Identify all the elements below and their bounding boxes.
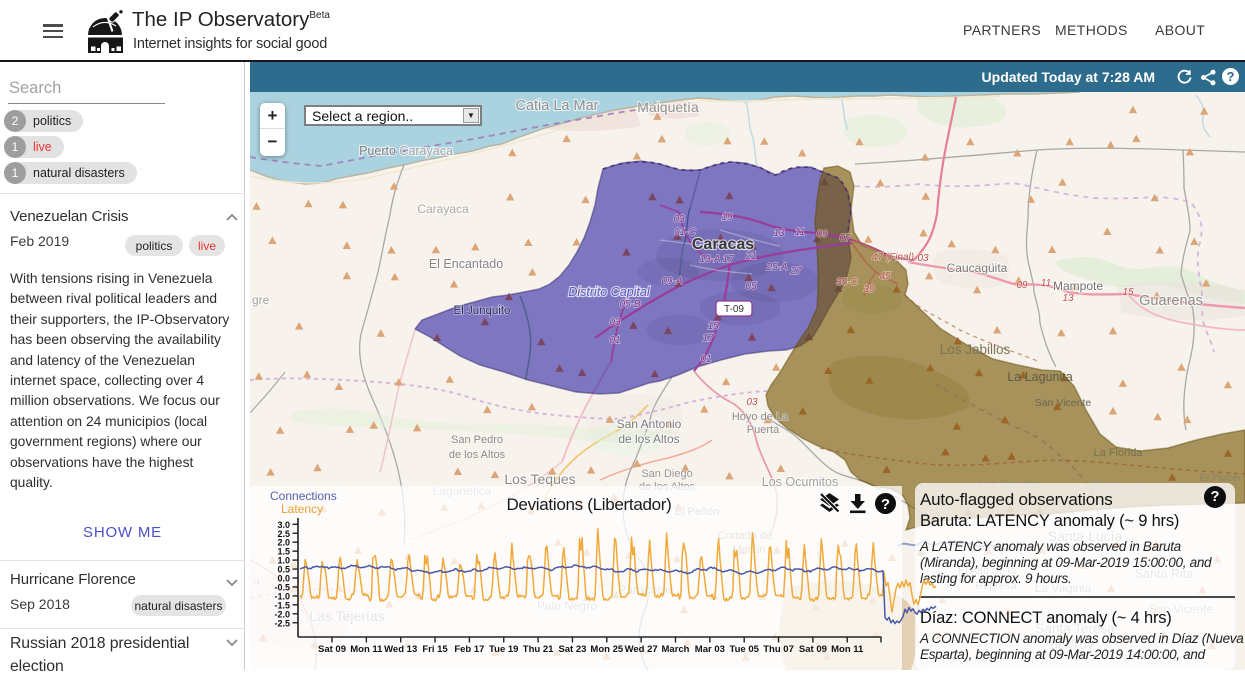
svg-text:T-09: T-09 <box>724 304 744 315</box>
svg-text:San Pedro: San Pedro <box>451 434 503 446</box>
svg-text:35-C: 35-C <box>836 277 858 288</box>
svg-text:45: 45 <box>879 271 891 282</box>
svg-text:03: 03 <box>673 214 685 225</box>
svg-text:de los Altos: de los Altos <box>449 449 506 461</box>
svg-text:09: 09 <box>816 229 828 240</box>
svg-text:13-A: 13-A <box>699 254 720 265</box>
svg-text:Puerta: Puerta <box>747 424 780 436</box>
svg-text:05: 05 <box>745 281 757 292</box>
svg-text:03: 03 <box>609 317 621 328</box>
svg-text:Hoyo de La: Hoyo de La <box>732 411 789 423</box>
svg-text:13: 13 <box>773 228 785 239</box>
svg-text:01: 01 <box>700 354 711 365</box>
svg-text:Caracas: Caracas <box>692 236 754 253</box>
svg-text:03: 03 <box>917 253 929 264</box>
svg-text:Mampote: Mampote <box>1053 279 1103 293</box>
svg-text:La Florida: La Florida <box>1094 447 1144 459</box>
svg-text:La Lagunita: La Lagunita <box>1007 370 1072 384</box>
svg-text:27: 27 <box>789 266 802 277</box>
svg-text:13: 13 <box>1062 293 1074 304</box>
svg-text:El Encantado: El Encantado <box>429 257 503 271</box>
svg-text:El Placer de: El Placer de <box>1200 472 1245 484</box>
svg-text:17: 17 <box>702 333 714 344</box>
svg-text:Guarenas: Guarenas <box>1139 293 1203 309</box>
svg-text:Los Jabillos: Los Jabillos <box>940 342 1011 357</box>
svg-text:Distrito Capital: Distrito Capital <box>568 285 650 299</box>
svg-text:San Antonio: San Antonio <box>617 417 682 431</box>
svg-text:Catia La Mar: Catia La Mar <box>515 98 598 114</box>
svg-text:Los Teques: Los Teques <box>504 471 575 487</box>
svg-text:de los Altos: de los Altos <box>618 432 679 446</box>
svg-text:San Vicente: San Vicente <box>1035 397 1092 409</box>
svg-text:Carayaca: Carayaca <box>417 202 469 216</box>
svg-text:05-B: 05-B <box>619 299 640 310</box>
svg-text:01-C: 01-C <box>674 227 696 238</box>
svg-text:15: 15 <box>1122 287 1134 298</box>
svg-text:San Diego: San Diego <box>641 468 692 480</box>
svg-text:21: 21 <box>744 251 756 262</box>
svg-text:gre: gre <box>252 293 270 307</box>
svg-text:17: 17 <box>722 254 734 265</box>
svg-text:47 (Final): 47 (Final) <box>872 252 914 263</box>
svg-text:39: 39 <box>863 284 875 295</box>
svg-text:Caucagüita: Caucagüita <box>947 261 1008 275</box>
svg-text:07: 07 <box>839 233 851 244</box>
svg-text:09: 09 <box>1016 280 1028 291</box>
svg-text:15: 15 <box>707 321 719 332</box>
svg-text:Puerto Carayaca: Puerto Carayaca <box>359 144 453 158</box>
svg-text:01: 01 <box>609 335 620 346</box>
svg-text:11: 11 <box>795 227 805 238</box>
svg-text:19: 19 <box>721 212 733 223</box>
svg-text:11: 11 <box>1041 278 1051 289</box>
svg-text:09-A: 09-A <box>661 276 682 287</box>
svg-text:03: 03 <box>746 397 758 408</box>
svg-text:Maiquetía: Maiquetía <box>637 99 699 115</box>
svg-text:El Junquito: El Junquito <box>454 305 511 317</box>
svg-text:25-A: 25-A <box>765 262 787 273</box>
